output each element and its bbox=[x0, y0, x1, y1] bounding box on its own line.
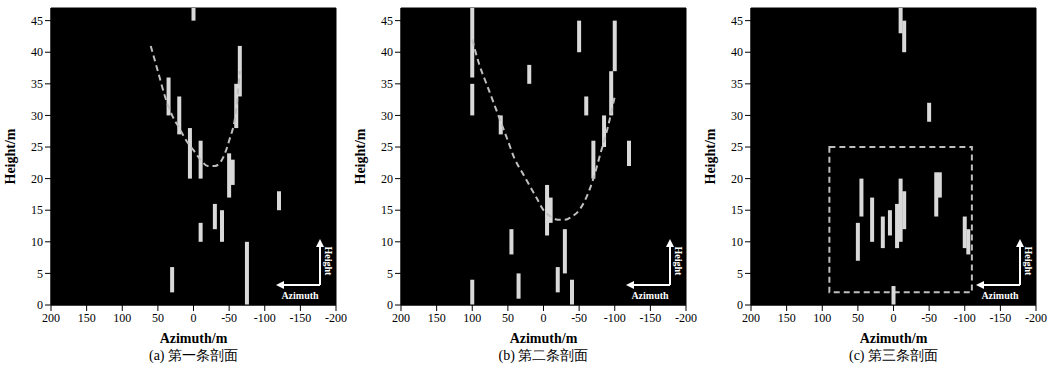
html-text:(b) 第二条剖面: (b) 第二条剖面 bbox=[498, 348, 589, 363]
svg-text:150: 150 bbox=[428, 311, 446, 325]
svg-text:Height: Height bbox=[673, 247, 684, 277]
svg-text:-200: -200 bbox=[1025, 311, 1047, 325]
svg-text:-200: -200 bbox=[675, 311, 697, 325]
svg-text:20: 20 bbox=[381, 172, 393, 186]
svg-text:Azimuth/m: Azimuth/m bbox=[160, 331, 228, 345]
svg-text:-150: -150 bbox=[639, 311, 661, 325]
svg-text:20: 20 bbox=[731, 172, 743, 186]
svg-text:35: 35 bbox=[31, 77, 43, 91]
svg-text:40: 40 bbox=[31, 45, 43, 59]
svg-text:10: 10 bbox=[381, 235, 393, 249]
svg-text:100: 100 bbox=[463, 311, 481, 325]
svg-text:200: 200 bbox=[392, 311, 410, 325]
svg-text:0: 0 bbox=[37, 298, 43, 312]
svg-text:-150: -150 bbox=[289, 311, 311, 325]
svg-text:45: 45 bbox=[31, 14, 43, 28]
svg-text:50: 50 bbox=[152, 311, 164, 325]
svg-text:25: 25 bbox=[381, 140, 393, 154]
svg-text:50: 50 bbox=[502, 311, 514, 325]
svg-text:Azimuth/m: Azimuth/m bbox=[860, 331, 928, 345]
svg-text:-50: -50 bbox=[221, 311, 237, 325]
html-text:(c) 第三条剖面: (c) 第三条剖面 bbox=[849, 348, 938, 363]
svg-text:40: 40 bbox=[381, 45, 393, 59]
svg-text:200: 200 bbox=[42, 311, 60, 325]
svg-text:-200: -200 bbox=[325, 311, 347, 325]
svg-text:10: 10 bbox=[731, 235, 743, 249]
svg-text:Height/m: Height/m bbox=[703, 128, 718, 184]
svg-text:25: 25 bbox=[731, 140, 743, 154]
svg-text:5: 5 bbox=[37, 267, 43, 281]
svg-text:50: 50 bbox=[852, 311, 864, 325]
svg-text:0: 0 bbox=[737, 298, 743, 312]
svg-text:45: 45 bbox=[381, 14, 393, 28]
svg-text:10: 10 bbox=[31, 235, 43, 249]
svg-text:-50: -50 bbox=[921, 311, 937, 325]
svg-text:-50: -50 bbox=[571, 311, 587, 325]
svg-text:30: 30 bbox=[731, 109, 743, 123]
svg-text:100: 100 bbox=[813, 311, 831, 325]
svg-text:15: 15 bbox=[31, 203, 43, 217]
svg-text:-100: -100 bbox=[254, 311, 276, 325]
svg-text:Azimuth: Azimuth bbox=[281, 290, 319, 301]
svg-text:0: 0 bbox=[387, 298, 393, 312]
svg-text:25: 25 bbox=[31, 140, 43, 154]
svg-text:200: 200 bbox=[742, 311, 760, 325]
svg-text:-100: -100 bbox=[954, 311, 976, 325]
html-text:(a) 第一条剖面: (a) 第一条剖面 bbox=[149, 348, 238, 363]
svg-text:5: 5 bbox=[387, 267, 393, 281]
svg-text:Height/m: Height/m bbox=[353, 128, 368, 184]
svg-text:Azimuth: Azimuth bbox=[631, 290, 669, 301]
svg-text:-150: -150 bbox=[989, 311, 1011, 325]
svg-text:30: 30 bbox=[31, 109, 43, 123]
svg-text:15: 15 bbox=[381, 203, 393, 217]
svg-text:20: 20 bbox=[31, 172, 43, 186]
svg-text:Height: Height bbox=[1023, 247, 1034, 277]
svg-text:150: 150 bbox=[778, 311, 796, 325]
svg-text:Azimuth/m: Azimuth/m bbox=[510, 331, 578, 345]
svg-text:Height: Height bbox=[323, 247, 334, 277]
svg-text:0: 0 bbox=[891, 311, 897, 325]
svg-text:100: 100 bbox=[113, 311, 131, 325]
svg-text:35: 35 bbox=[381, 77, 393, 91]
svg-text:150: 150 bbox=[78, 311, 96, 325]
svg-text:30: 30 bbox=[381, 109, 393, 123]
svg-text:40: 40 bbox=[731, 45, 743, 59]
svg-text:Height/m: Height/m bbox=[3, 128, 18, 184]
svg-text:0: 0 bbox=[541, 311, 547, 325]
svg-text:5: 5 bbox=[737, 267, 743, 281]
svg-text:-100: -100 bbox=[604, 311, 626, 325]
svg-text:15: 15 bbox=[731, 203, 743, 217]
svg-text:Azimuth: Azimuth bbox=[981, 290, 1019, 301]
svg-text:45: 45 bbox=[731, 14, 743, 28]
svg-text:35: 35 bbox=[731, 77, 743, 91]
svg-text:0: 0 bbox=[191, 311, 197, 325]
